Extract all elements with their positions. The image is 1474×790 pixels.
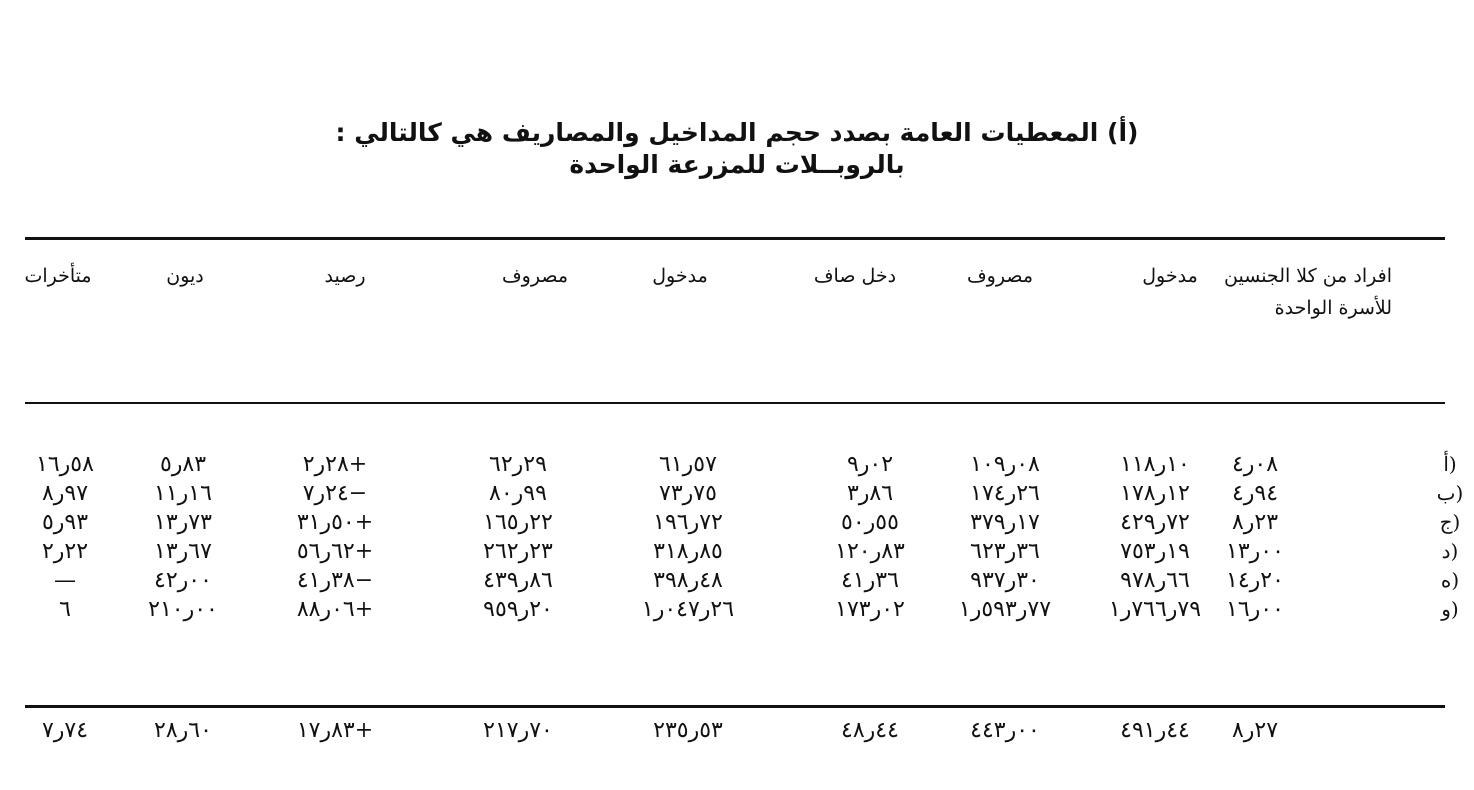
totals-cell: ٤٤٣ر٠٠ (970, 718, 1040, 743)
table-cell: ٩٧٨ر٦٦ (1120, 568, 1190, 593)
totals-cell: ٤٨ر٤٤ (841, 718, 899, 743)
table-cell: ٢ر٢٨+ (302, 452, 368, 477)
header-rule (25, 402, 1445, 404)
table-cell: ٦٢ر٢٩ (489, 452, 547, 477)
table-cell: ٣١ر٥٠+ (296, 510, 374, 535)
column-header: رصيد (324, 265, 366, 287)
totals-cell: ٢٣٥ر٥٣ (653, 718, 723, 743)
table-cell: — (54, 568, 76, 593)
column-header: متأخرات (24, 265, 92, 287)
table-cell: ٢١٠ر٠٠ (148, 597, 218, 622)
table-cell: ٤ر٠٨ (1231, 452, 1279, 477)
table-cell: ٨ر٩٧ (41, 481, 89, 506)
table-cell: ٨٠ر٩٩ (489, 481, 547, 506)
table-cell: ٤١ر٣٨− (296, 568, 374, 593)
table-cell: ٦٢٣ر٣٦ (970, 539, 1040, 564)
table-cell: ١ر٧٦٦ر٧٩ (1108, 597, 1202, 622)
table-cell: ١٣ر٠٠ (1226, 539, 1284, 564)
table-cell: ١٢٠ر٨٣ (835, 539, 905, 564)
column-header: مصروف (966, 265, 1033, 287)
table-cell: ٣٧٩ر١٧ (970, 510, 1040, 535)
column-header: مدخول (652, 265, 708, 287)
table-cell: ٨ر٢٣ (1231, 510, 1279, 535)
column-header: دخل صاف (813, 265, 897, 287)
table-cell: ٤١ر٣٦ (841, 568, 899, 593)
table-cell: ٤ر٩٤ (1231, 481, 1279, 506)
row-label: ه) (1440, 568, 1460, 592)
totals-cell: ٧ر٧٤ (41, 718, 89, 743)
table-cell: ٥٦ر٦٢+ (296, 539, 374, 564)
table-cell: ١٧٨ر١٢ (1120, 481, 1190, 506)
table-cell: ٣١٨ر٨٥ (653, 539, 723, 564)
totals-cell: ٢٨ر٦٠ (154, 718, 212, 743)
totals-rule (25, 705, 1445, 708)
column-header: افراد من كلا الجنسين للأسرة الواحدة (1224, 265, 1392, 319)
row-label: أ) (1443, 452, 1457, 476)
top-rule (25, 237, 1445, 240)
table-cell: ٧٣ر٧٥ (659, 481, 717, 506)
table-cell: ١١ر١٦ (154, 481, 212, 506)
title-line-1: (أ) المعطيات العامة بصدد حجم المداخيل وا… (335, 118, 1139, 147)
totals-cell: ٤٩١ر٤٤ (1120, 718, 1190, 743)
totals-cell: ٢١٧ر٧٠ (483, 718, 553, 743)
table-cell: ٩ر٠٢ (846, 452, 894, 477)
column-header: مدخول (1142, 265, 1198, 287)
row-label: د) (1441, 539, 1459, 563)
totals-cell: ١٧ر٨٣+ (296, 718, 374, 743)
row-label: ب) (1436, 481, 1464, 505)
table-cell: ١٤ر٢٠ (1226, 568, 1284, 593)
table-cell: ١ر٠٤٧ر٢٦ (641, 597, 735, 622)
table-cell: ٦ (59, 597, 71, 622)
table-cell: ٥ر٩٣ (41, 510, 89, 535)
table-cell: ٤٣٩ر٨٦ (483, 568, 553, 593)
row-label: و) (1441, 597, 1459, 621)
table-cell: ١٦ر٠٠ (1226, 597, 1284, 622)
column-header: ديون (166, 265, 204, 287)
table-cell: ١٩٦ر٧٢ (653, 510, 723, 535)
table-cell: ٣٩٨ر٤٨ (653, 568, 723, 593)
table-cell: ١٧٣ر٠٢ (835, 597, 905, 622)
table-cell: ١٣ر٦٧ (154, 539, 212, 564)
title-line-2: بالروبــلات للمزرعة الواحدة (569, 150, 905, 179)
table-cell: ٢ر٢٢ (41, 539, 89, 564)
table-cell: ١٦٥ر٢٢ (483, 510, 553, 535)
table-cell: ٧ر٢٤− (302, 481, 368, 506)
table-cell: ٨٨ر٠٦+ (296, 597, 374, 622)
table-cell: ١٣ر٧٣ (154, 510, 212, 535)
table-cell: ٢٦٢ر٢٣ (483, 539, 553, 564)
table-cell: ٩٥٩ر٢٠ (483, 597, 553, 622)
table-cell: ١٦ر٥٨ (36, 452, 94, 477)
table-cell: ٧٥٣ر١٩ (1120, 539, 1190, 564)
row-label: ج) (1439, 510, 1461, 534)
totals-cell: ٨ر٢٧ (1231, 718, 1279, 743)
table-cell: ٩٣٧ر٣٠ (970, 568, 1040, 593)
column-header: مصروف (501, 265, 568, 287)
table-cell: ٤٢ر٠٠ (154, 568, 212, 593)
table-cell: ١ر٥٩٣ر٧٧ (958, 597, 1052, 622)
table-cell: ٣ر٨٦ (846, 481, 894, 506)
table-cell: ١٠٩ر٠٨ (970, 452, 1040, 477)
table-cell: ٥ر٨٣ (159, 452, 207, 477)
table-cell: ٦١ر٥٧ (659, 452, 717, 477)
table-cell: ١٧٤ر٢٦ (970, 481, 1040, 506)
table-cell: ٤٢٩ر٧٢ (1120, 510, 1190, 535)
table-cell: ١١٨ر١٠ (1120, 452, 1190, 477)
table-cell: ٥٠ر٥٥ (841, 510, 899, 535)
